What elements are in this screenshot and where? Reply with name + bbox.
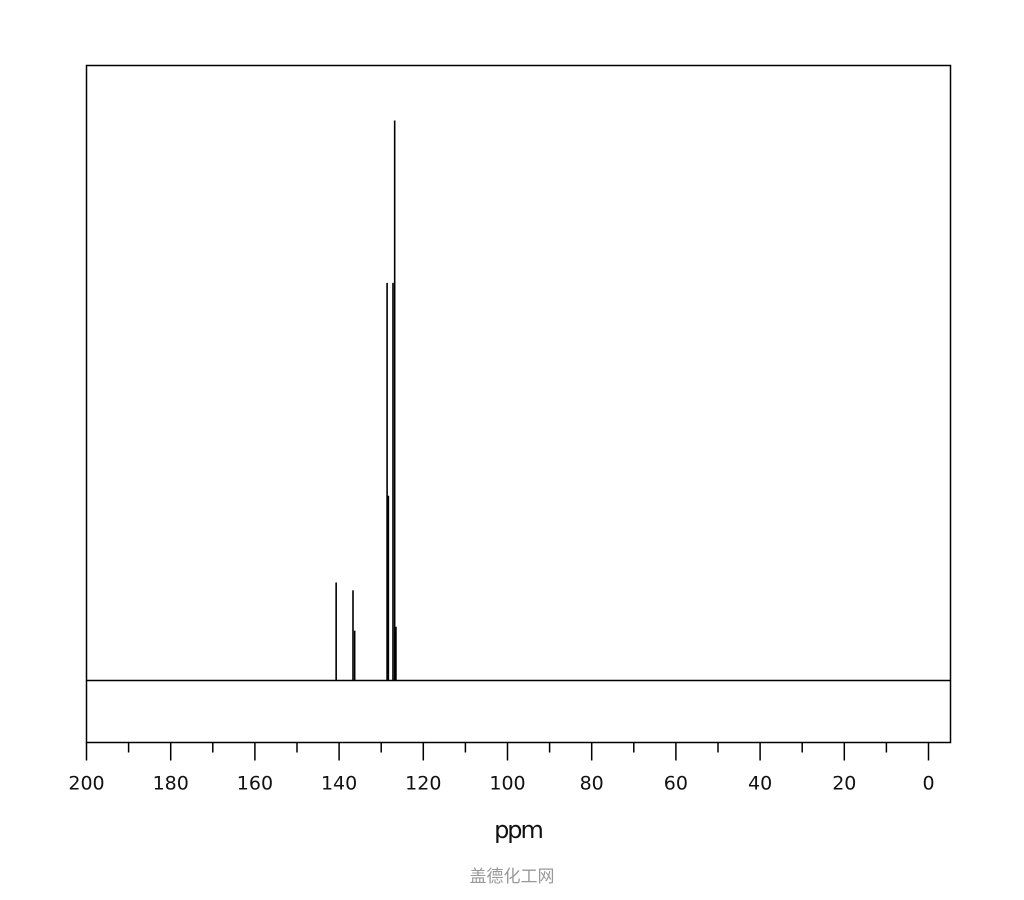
x-tick-label: 100 [489, 773, 525, 795]
x-tick-label: 60 [664, 773, 688, 795]
x-tick-label: 120 [405, 773, 441, 795]
x-tick-label: 40 [748, 773, 772, 795]
x-tick-label: 200 [68, 773, 104, 795]
x-tick-label: 20 [832, 773, 856, 795]
x-tick-label: 0 [922, 773, 934, 795]
x-axis-label: ppm [494, 816, 542, 844]
x-tick-label: 140 [321, 773, 357, 795]
watermark: 盖德化工网 [469, 867, 555, 887]
x-tick-label: 180 [153, 773, 189, 795]
x-tick-label: 160 [237, 773, 273, 795]
x-tick-label: 80 [580, 773, 604, 795]
plot-frame [85, 64, 952, 744]
